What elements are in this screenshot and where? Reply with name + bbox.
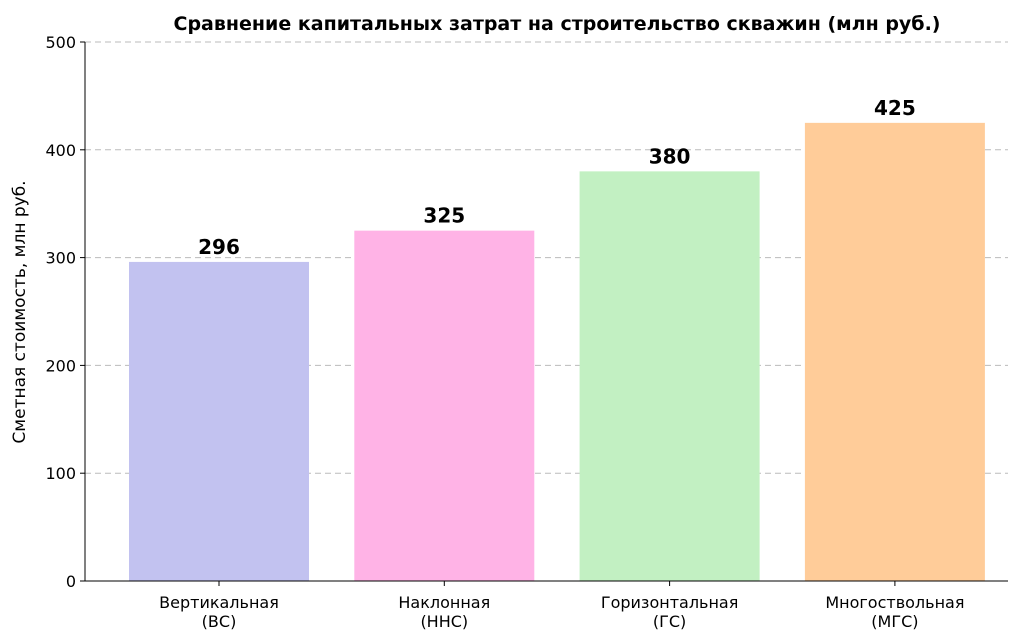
y-tick-label: 100 — [45, 464, 76, 483]
bar — [804, 122, 985, 581]
y-tick-label: 300 — [45, 249, 76, 268]
x-tick-label: Вертикальная (ВС) — [159, 593, 279, 631]
value-label: 425 — [874, 96, 916, 120]
x-tick-label: Наклонная (ННС) — [398, 593, 490, 631]
y-tick-label: 200 — [45, 356, 76, 375]
x-tick-label: Горизонтальная (ГС) — [601, 593, 739, 631]
value-label: 380 — [649, 144, 691, 168]
value-label: 296 — [198, 235, 240, 259]
chart-title: Сравнение капитальных затрат на строител… — [174, 13, 941, 35]
y-tick-label: 0 — [66, 572, 76, 591]
y-axis-label: Сметная стоимость, млн руб. — [10, 180, 30, 443]
bar — [129, 261, 309, 581]
value-label: 325 — [423, 204, 465, 228]
y-tick-label: 400 — [45, 141, 76, 160]
bar — [579, 171, 760, 582]
y-tick-label: 500 — [45, 33, 76, 52]
bar — [354, 230, 535, 581]
x-tick-label: Многоствольная (МГС) — [825, 593, 964, 631]
